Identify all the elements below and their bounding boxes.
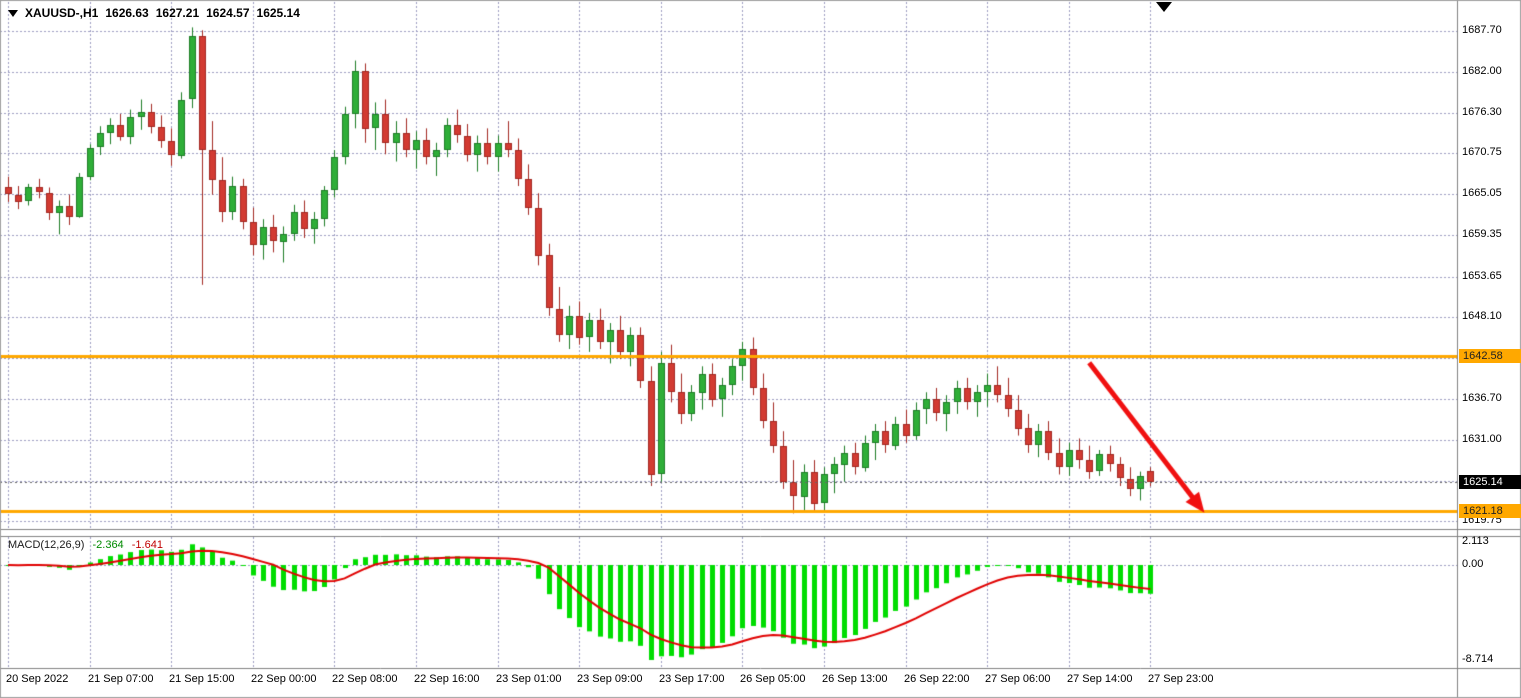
price-axis-label: 1676.30 — [1462, 106, 1502, 118]
time-axis-label: 23 Sep 09:00 — [577, 673, 643, 685]
time-axis-label: 23 Sep 01:00 — [496, 673, 562, 685]
time-axis-label: 21 Sep 15:00 — [169, 673, 235, 685]
macd-value: -2.364 — [92, 539, 124, 551]
price-axis-label: 1653.65 — [1462, 270, 1502, 282]
time-axis-label: 27 Sep 14:00 — [1067, 673, 1133, 685]
price-axis-label: 1682.00 — [1462, 65, 1502, 77]
time-axis-label: 26 Sep 05:00 — [740, 673, 806, 685]
price-axis-label: 1659.35 — [1462, 228, 1502, 240]
time-axis-label: 26 Sep 13:00 — [822, 673, 888, 685]
macd-axis-label: 2.113 — [1462, 535, 1489, 547]
price-axis-label: 1665.05 — [1462, 187, 1502, 199]
time-axis-label: 22 Sep 00:00 — [251, 673, 317, 685]
macd-header: MACD(12,26,9) -2.364 -1.641 — [8, 539, 168, 551]
symbol-dropdown-icon[interactable] — [8, 9, 18, 17]
time-axis-label: 22 Sep 16:00 — [414, 673, 480, 685]
macd-signal-value: -1.641 — [131, 539, 163, 551]
support-price-tag: 1621.18 — [1459, 504, 1521, 518]
current-price-tag: 1625.14 — [1459, 475, 1521, 489]
chart-shift-marker-icon[interactable] — [1156, 2, 1172, 12]
open-value: 1626.63 — [105, 6, 149, 20]
macd-label: MACD(12,26,9) — [8, 539, 85, 551]
macd-axis-label: 0.00 — [1462, 558, 1484, 570]
time-axis-label: 27 Sep 06:00 — [985, 673, 1051, 685]
price-axis-label: 1670.75 — [1462, 146, 1502, 158]
price-axis-label: 1648.10 — [1462, 310, 1502, 322]
price-axis-label: 1636.70 — [1462, 392, 1502, 404]
high-value: 1627.21 — [155, 6, 200, 20]
time-axis-label: 21 Sep 07:00 — [88, 673, 154, 685]
price-axis-label: 1687.70 — [1462, 24, 1502, 36]
resistance-price-tag: 1642.58 — [1459, 349, 1521, 363]
chart-header: XAUUSD-,H1 1626.63 1627.21 1624.57 1625.… — [8, 6, 300, 20]
time-axis-label: 26 Sep 22:00 — [904, 673, 970, 685]
time-axis-label: 20 Sep 2022 — [6, 673, 69, 685]
low-value: 1624.57 — [206, 6, 250, 20]
time-axis-label: 23 Sep 17:00 — [659, 673, 725, 685]
symbol-label: XAUUSD-,H1 — [25, 6, 99, 20]
time-axis-label: 27 Sep 23:00 — [1148, 673, 1214, 685]
macd-axis-label: -8.714 — [1462, 653, 1494, 665]
time-axis-label: 22 Sep 08:00 — [332, 673, 398, 685]
close-value: 1625.14 — [256, 6, 300, 20]
price-axis-label: 1631.00 — [1462, 433, 1502, 445]
